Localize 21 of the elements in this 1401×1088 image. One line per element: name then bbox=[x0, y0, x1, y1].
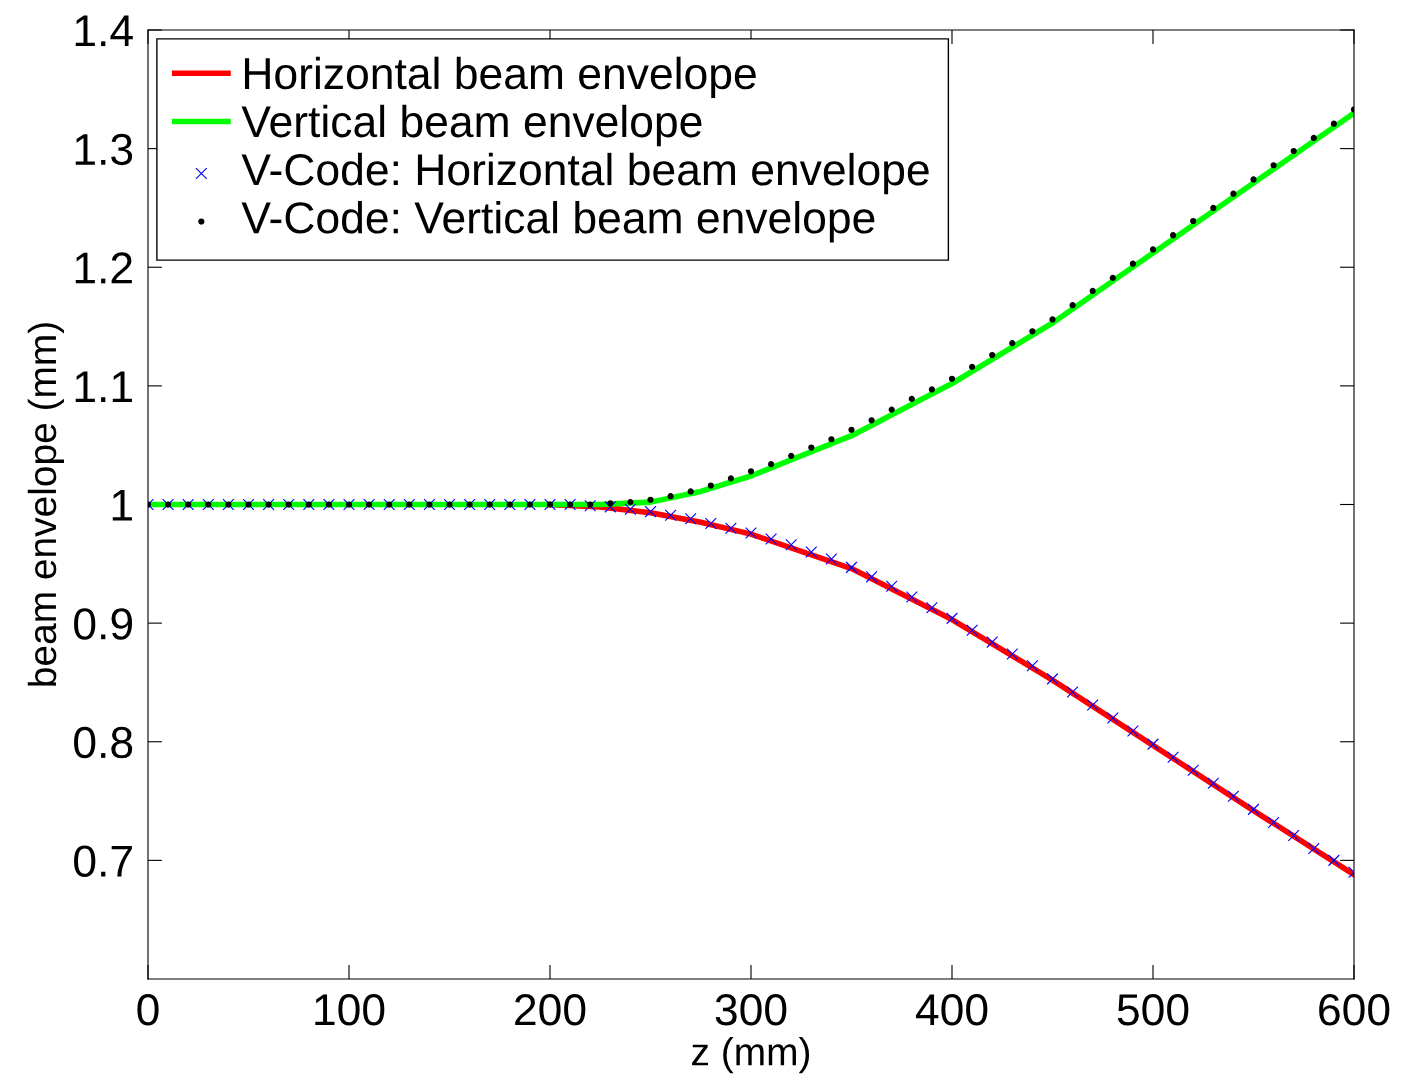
legend-label: V-Code: Vertical beam envelope bbox=[241, 200, 875, 243]
y-tick-label: 1 bbox=[112, 490, 132, 521]
x-tick-label: 500 bbox=[1117, 994, 1189, 1026]
y-axis-title: beam envelope (mm) bbox=[27, 323, 64, 686]
y-tick-label: 1.3 bbox=[75, 133, 133, 166]
x-tick-label: 300 bbox=[715, 994, 787, 1026]
legend-label: Horizontal beam envelope bbox=[244, 56, 756, 99]
x-tick-label: 100 bbox=[315, 994, 385, 1026]
y-tick-label: 0.8 bbox=[74, 726, 133, 759]
x-axis-title: z (mm) bbox=[692, 1037, 810, 1074]
legend-label: V-Code: Horizontal beam envelope bbox=[241, 152, 929, 195]
y-tick-label: 0.9 bbox=[74, 608, 133, 640]
y-tick-label: 0.7 bbox=[74, 845, 132, 877]
legend-label: Vertical beam envelope bbox=[241, 104, 702, 147]
x-tick-label: 600 bbox=[1319, 994, 1390, 1026]
x-tick-label: 200 bbox=[515, 994, 586, 1026]
x-tick-label: 0 bbox=[137, 994, 159, 1026]
y-tick-label: 1.4 bbox=[75, 15, 133, 47]
y-tick-label: 1.2 bbox=[75, 252, 132, 284]
x-tick-label: 400 bbox=[915, 994, 988, 1026]
y-tick-label: 1.1 bbox=[75, 371, 132, 402]
